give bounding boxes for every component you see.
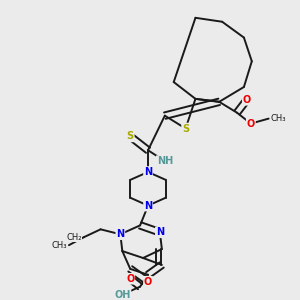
Text: OH: OH <box>114 290 130 300</box>
Text: N: N <box>156 227 164 237</box>
Text: N: N <box>144 201 152 211</box>
Text: N: N <box>144 167 152 177</box>
Text: N: N <box>116 229 124 239</box>
Text: O: O <box>247 118 255 129</box>
Text: S: S <box>182 124 189 134</box>
Text: O: O <box>243 95 251 105</box>
Text: CH₂: CH₂ <box>66 233 82 242</box>
Text: CH₃: CH₃ <box>271 114 286 123</box>
Text: O: O <box>126 274 134 284</box>
Text: O: O <box>144 277 152 287</box>
Text: S: S <box>127 131 134 141</box>
Text: NH: NH <box>157 156 173 166</box>
Text: CH₃: CH₃ <box>52 241 67 250</box>
